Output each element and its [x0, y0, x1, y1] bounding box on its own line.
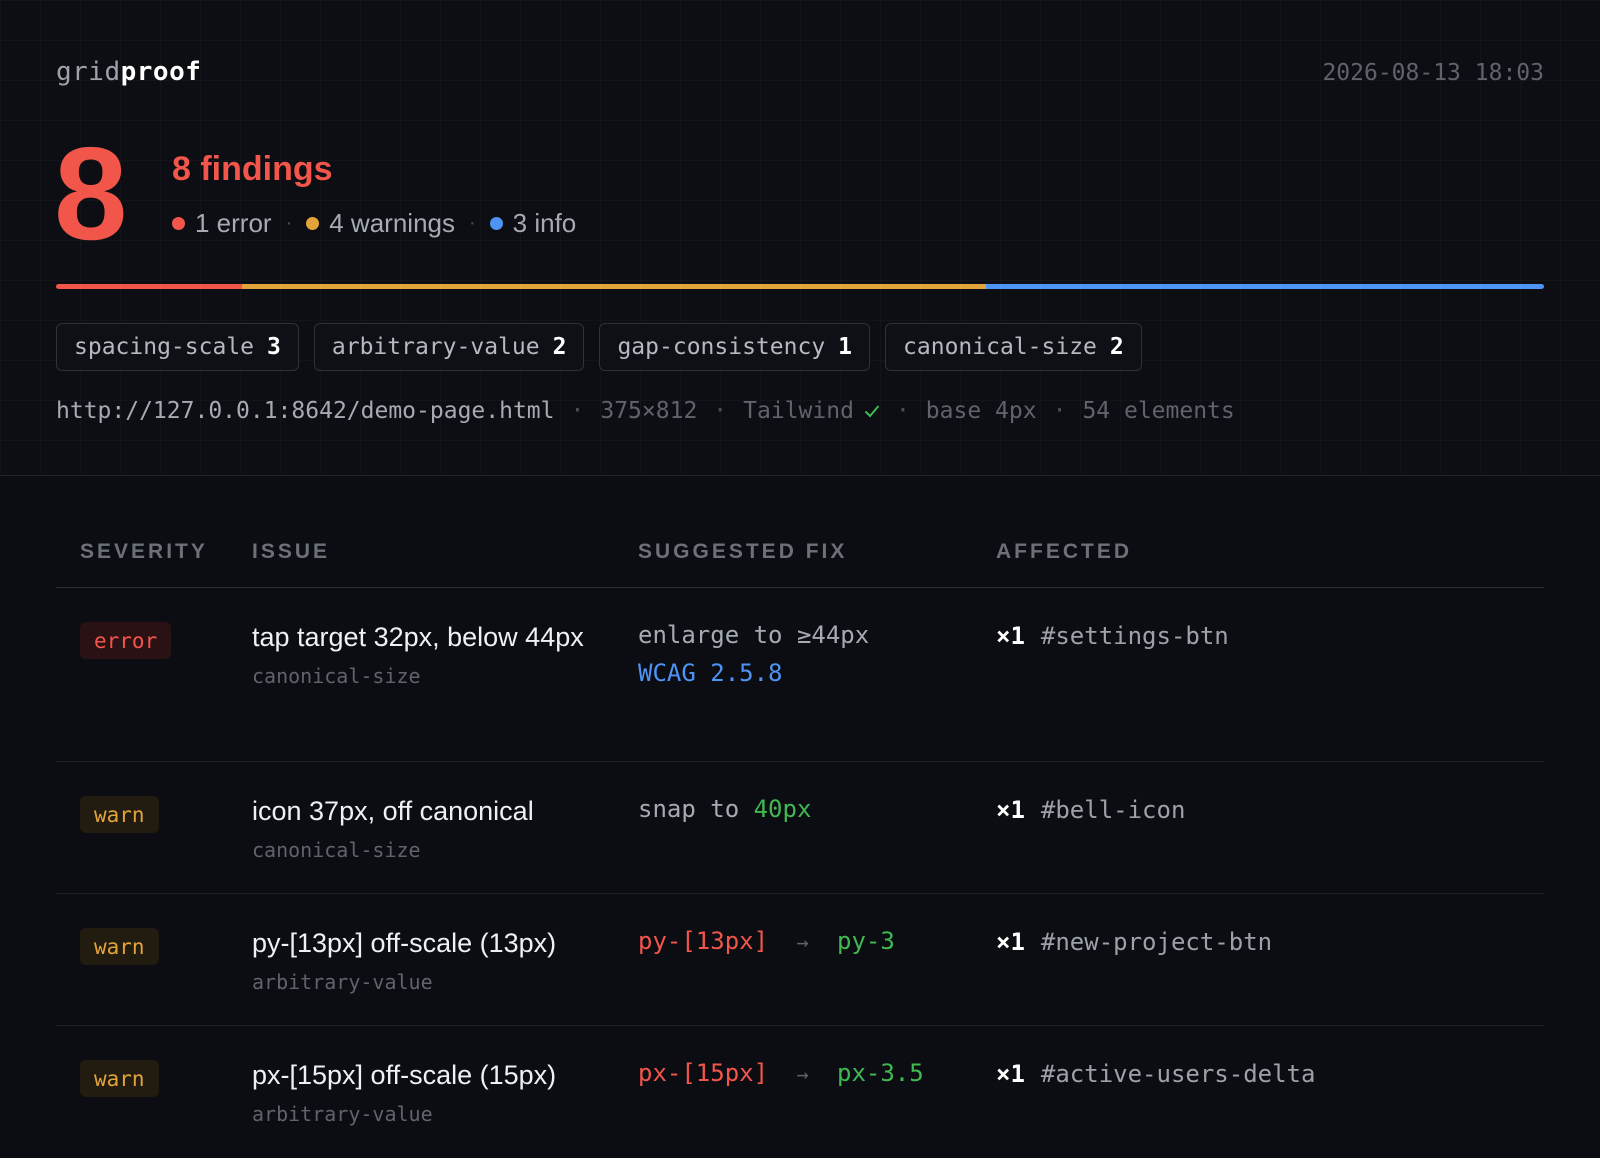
- rule-filter-chips: spacing-scale 3 arbitrary-value 2 gap-cons…: [56, 323, 1142, 371]
- separator: ·: [285, 212, 293, 234]
- warning-count: 4 warnings: [329, 208, 455, 238]
- findings-title: 8 findings: [172, 150, 333, 188]
- severity-distribution-bar: [56, 284, 1544, 289]
- report-timestamp: 2026-08-13 18:03: [1322, 60, 1544, 86]
- rule-chip-count: 3: [267, 334, 281, 360]
- affected-cell: ×1 #settings-btn: [996, 622, 1229, 650]
- affected-count: ×1: [996, 622, 1025, 650]
- column-header-issue: ISSUE: [252, 540, 331, 563]
- framework-name: Tailwind: [743, 398, 854, 424]
- fix-to: py-3: [837, 927, 895, 955]
- issue-cell: icon 37px, off canonical canonical-size: [252, 790, 592, 862]
- affected-count: ×1: [996, 928, 1025, 956]
- rule-chip-count: 2: [552, 334, 567, 360]
- findings-count: 8: [54, 120, 127, 267]
- warning-dot-icon: [306, 217, 320, 230]
- column-header-severity: SEVERITY: [80, 540, 208, 563]
- separator: ·: [895, 398, 910, 424]
- severity-badge-error: error: [80, 622, 172, 659]
- rule-chip-arbitrary-value[interactable]: arbitrary-value 2: [313, 323, 585, 371]
- severity-summary: 1 error · 4 warnings · 3 info: [172, 208, 576, 239]
- rule-chip-spacing-scale[interactable]: spacing-scale 3: [56, 323, 299, 371]
- table-row[interactable]: error tap target 32px, below 44px canoni…: [56, 588, 1544, 762]
- fix-value: 40px: [753, 795, 812, 823]
- fix-prefix: snap to: [638, 795, 740, 823]
- issue-cell: py-[13px] off-scale (13px) arbitrary-val…: [252, 922, 592, 994]
- error-count: 1 error: [195, 208, 272, 238]
- fix-cell: px-[15px] → px-3.5: [638, 1054, 924, 1093]
- issue-rule: arbitrary-value: [252, 970, 433, 994]
- affected-cell: ×1 #active-users-delta: [996, 1060, 1315, 1088]
- fix-from: px-[15px]: [638, 1059, 769, 1087]
- column-header-fix: SUGGESTED FIX: [638, 540, 848, 563]
- affected-count: ×1: [996, 796, 1025, 824]
- rule-chip-label: arbitrary-value: [331, 334, 540, 360]
- fix-cell: py-[13px] → py-3: [638, 922, 895, 961]
- affected-selector[interactable]: #active-users-delta: [1040, 1060, 1316, 1088]
- issue-rule: canonical-size: [252, 838, 421, 862]
- separator: ·: [713, 398, 728, 424]
- fix-from: py-[13px]: [638, 927, 769, 955]
- table-row[interactable]: warn icon 37px, off canonical canonical-…: [56, 762, 1544, 894]
- fix-cell: enlarge to ≥44px WCAG 2.5.8: [638, 616, 869, 692]
- bar-segment-warning: [242, 284, 986, 289]
- arrow-right-icon: →: [796, 930, 809, 954]
- issue-title: tap target 32px, below 44px: [252, 622, 584, 652]
- rule-chip-canonical-size[interactable]: canonical-size 2: [885, 323, 1142, 371]
- app-logo: gridproof: [56, 57, 201, 87]
- rule-chip-label: spacing-scale: [74, 334, 255, 360]
- fix-to: px-3.5: [837, 1059, 924, 1087]
- issue-rule: arbitrary-value: [252, 1102, 433, 1126]
- report-header: gridproof 2026-08-13 18:03 8 8 findings …: [0, 0, 1600, 476]
- viewport-size: 375×812: [600, 398, 698, 424]
- rule-chip-count: 2: [1109, 334, 1124, 360]
- error-dot-icon: [172, 217, 185, 230]
- separator: ·: [570, 398, 585, 424]
- table-header: SEVERITY ISSUE SUGGESTED FIX AFFECTED: [56, 540, 1544, 588]
- bar-segment-info: [986, 284, 1544, 289]
- rule-chip-label: canonical-size: [903, 334, 1097, 360]
- arrow-right-icon: →: [796, 1062, 809, 1086]
- affected-count: ×1: [996, 1060, 1025, 1088]
- bar-segment-error: [56, 284, 242, 289]
- issue-rule: canonical-size: [252, 664, 421, 688]
- severity-badge-warn: warn: [80, 1060, 159, 1097]
- column-header-affected: AFFECTED: [996, 540, 1132, 563]
- scanned-url[interactable]: http://127.0.0.1:8642/demo-page.html: [56, 398, 555, 424]
- issue-title: icon 37px, off canonical: [252, 796, 534, 826]
- affected-cell: ×1 #new-project-btn: [996, 928, 1272, 956]
- logo-part-grid: grid: [56, 57, 121, 87]
- logo-part-proof: proof: [120, 57, 202, 87]
- severity-badge-warn: warn: [80, 796, 159, 833]
- affected-cell: ×1 #bell-icon: [996, 796, 1185, 824]
- affected-selector[interactable]: #bell-icon: [1040, 796, 1186, 824]
- table-row[interactable]: warn py-[13px] off-scale (13px) arbitrar…: [56, 894, 1544, 1026]
- separator: ·: [468, 212, 476, 234]
- info-dot-icon: [489, 217, 503, 230]
- rule-chip-gap-consistency[interactable]: gap-consistency 1: [599, 323, 871, 371]
- separator: ·: [1052, 398, 1067, 424]
- fix-cell: snap to 40px: [638, 790, 811, 828]
- severity-badge-warn: warn: [80, 928, 159, 965]
- issue-cell: tap target 32px, below 44px canonical-si…: [252, 616, 592, 688]
- affected-selector[interactable]: #new-project-btn: [1040, 928, 1273, 956]
- rule-chip-label: gap-consistency: [617, 334, 826, 360]
- check-icon: [864, 398, 880, 424]
- findings-table: SEVERITY ISSUE SUGGESTED FIX AFFECTED er…: [56, 540, 1544, 1158]
- element-count: 54 elements: [1082, 398, 1235, 424]
- fix-text: enlarge to ≥44px: [638, 621, 870, 649]
- base-unit: base 4px: [925, 398, 1037, 424]
- issue-title: px-[15px] off-scale (15px): [252, 1060, 557, 1090]
- rule-chip-count: 1: [838, 334, 853, 360]
- scan-meta: http://127.0.0.1:8642/demo-page.html · 3…: [56, 398, 1235, 424]
- issue-title: py-[13px] off-scale (13px): [252, 928, 557, 958]
- table-row[interactable]: warn px-[15px] off-scale (15px) arbitrar…: [56, 1026, 1544, 1158]
- wcag-link[interactable]: WCAG 2.5.8: [638, 659, 783, 687]
- affected-selector[interactable]: #settings-btn: [1040, 622, 1229, 650]
- info-count: 3 info: [512, 208, 577, 238]
- issue-cell: px-[15px] off-scale (15px) arbitrary-val…: [252, 1054, 592, 1126]
